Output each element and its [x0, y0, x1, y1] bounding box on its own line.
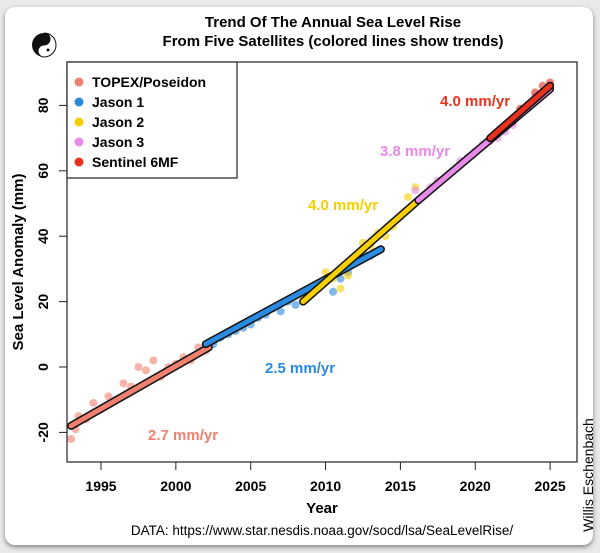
trend-line	[487, 83, 553, 141]
legend-marker	[74, 97, 84, 107]
y-tick-label: -20	[35, 422, 51, 442]
data-point	[141, 366, 150, 375]
y-tick-label: 80	[35, 97, 51, 113]
data-point	[119, 379, 128, 388]
data-point	[329, 287, 338, 296]
trend-rate-label: 4.0 mm/yr	[440, 93, 510, 110]
trend-line	[300, 197, 421, 305]
plot-area	[66, 61, 578, 463]
x-tick-label: 2015	[385, 478, 416, 494]
trend-line	[203, 246, 384, 347]
x-tick-label: 2005	[235, 478, 266, 494]
legend-entry: Jason 1	[92, 94, 144, 110]
legend-marker	[74, 117, 84, 127]
x-tick-label: 2010	[310, 478, 341, 494]
y-tick-label: 60	[35, 163, 51, 179]
data-point	[411, 186, 420, 195]
y-tick-label: 0	[35, 363, 51, 371]
data-point	[336, 284, 345, 293]
x-tick-label: 2020	[460, 478, 491, 494]
trend-rate-label: 2.5 mm/yr	[265, 360, 335, 377]
chart-title: Trend Of The Annual Sea Level Rise	[205, 14, 461, 31]
legend: TOPEX/Poseidon Jason 1 Jason 2 Jason 3 Senti…	[66, 61, 238, 179]
trend-line	[68, 344, 212, 429]
trend-rate-label: 3.8 mm/yr	[380, 143, 450, 160]
x-tick-label: 2025	[535, 478, 566, 494]
x-tick-label: 1995	[85, 478, 116, 494]
y-tick-label: 40	[35, 228, 51, 244]
data-point	[67, 434, 76, 443]
data-source: DATA: https://www.star.nesdis.noaa.gov/s…	[131, 523, 513, 538]
data-point	[291, 300, 300, 309]
trend-rate-label: 2.7 mm/yr	[148, 427, 218, 444]
x-tick-label: 2000	[160, 478, 191, 494]
data-point	[104, 392, 113, 401]
legend-entry: Jason 2	[92, 114, 144, 130]
chart-subtitle: From Five Satellites (colored lines show…	[163, 33, 504, 50]
legend-entry: Jason 3	[92, 134, 144, 150]
x-axis-label: Year	[306, 500, 338, 517]
data-point	[403, 192, 412, 201]
data-point	[344, 271, 353, 280]
trend-rate-label: 4.0 mm/yr	[308, 197, 378, 214]
legend-marker	[74, 77, 84, 87]
data-point	[276, 307, 285, 316]
logo-icon	[32, 32, 57, 58]
credit: Willis Eschenbach	[580, 418, 596, 532]
data-point	[149, 356, 158, 365]
y-tick-label: 20	[35, 294, 51, 310]
legend-entry: TOPEX/Poseidon	[92, 74, 206, 90]
legend-marker	[74, 157, 84, 167]
legend-box	[66, 61, 238, 179]
data-point	[134, 363, 143, 371]
y-axis-label: Sea Level Anomaly (mm)	[10, 173, 27, 350]
legend-marker	[74, 137, 84, 147]
legend-entry: Sentinel 6MF	[92, 154, 179, 170]
data-point	[89, 398, 98, 407]
